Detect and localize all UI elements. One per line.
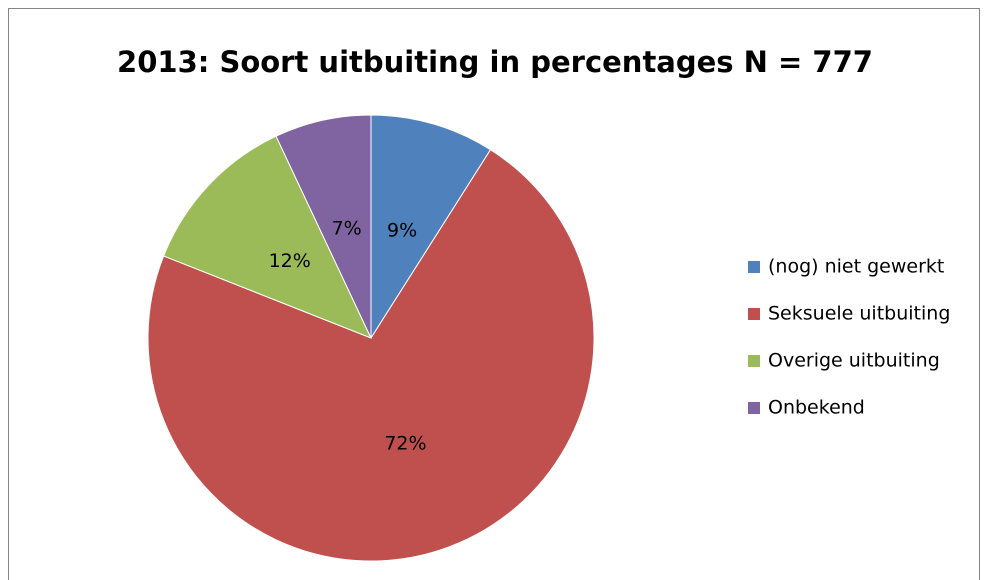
legend-swatch <box>748 355 760 367</box>
pie-slice <box>163 135 372 339</box>
legend-label: Onbekend <box>768 397 865 419</box>
pie-slice <box>147 149 595 562</box>
legend-swatch <box>748 308 760 320</box>
data-label: 12% <box>269 250 311 272</box>
data-label: 9% <box>387 219 417 241</box>
legend-label: (nog) niet gewerkt <box>768 256 944 278</box>
legend-label: Overige uitbuiting <box>768 350 940 372</box>
data-label: 7% <box>332 218 362 240</box>
pie-slice <box>275 114 372 339</box>
legend-swatch <box>748 261 760 273</box>
legend-swatch <box>748 402 760 414</box>
legend-label: Seksuele uitbuiting <box>768 303 950 325</box>
data-label: 72% <box>384 433 426 455</box>
chart-title: 2013: Soort uitbuiting in percentages N … <box>117 45 873 79</box>
pie-slice <box>370 114 492 340</box>
